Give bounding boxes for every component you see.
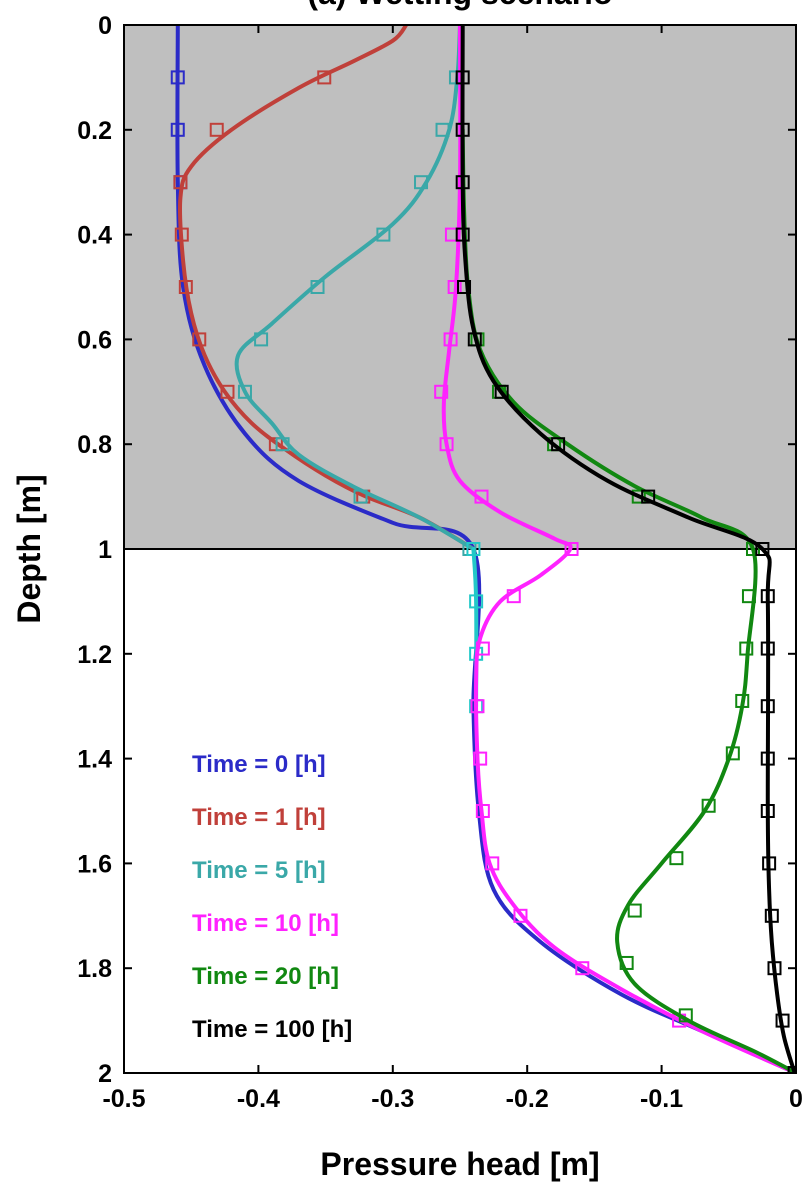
data-marker bbox=[170, 122, 185, 137]
series-line bbox=[178, 25, 476, 551]
data-marker bbox=[631, 489, 646, 504]
data-marker bbox=[678, 1008, 693, 1023]
y-tick-label: 1 bbox=[98, 536, 112, 564]
data-marker bbox=[762, 856, 777, 871]
y-tick-label: 0.6 bbox=[77, 326, 112, 354]
y-tick-label: 0 bbox=[98, 12, 112, 40]
y-tick-label: 2 bbox=[98, 1060, 112, 1088]
data-marker bbox=[470, 699, 485, 714]
data-marker bbox=[435, 122, 450, 137]
chart-title: (a) Wetting scenario bbox=[307, 0, 612, 11]
data-marker bbox=[455, 175, 470, 190]
data-marker bbox=[760, 589, 775, 604]
data-marker bbox=[564, 542, 579, 556]
data-marker bbox=[237, 384, 252, 399]
data-marker bbox=[619, 955, 634, 970]
legend-item: Time = 1 [h] bbox=[192, 804, 326, 831]
data-marker bbox=[725, 746, 740, 761]
data-marker bbox=[494, 384, 509, 399]
data-marker bbox=[469, 594, 484, 609]
data-marker bbox=[447, 280, 462, 294]
y-tick-label: 0.8 bbox=[77, 431, 112, 459]
data-marker bbox=[220, 384, 235, 399]
data-marker bbox=[760, 804, 775, 818]
y-tick-label: 0.2 bbox=[77, 117, 112, 145]
data-marker bbox=[739, 641, 754, 656]
data-marker bbox=[317, 70, 332, 85]
data-marker bbox=[641, 489, 656, 504]
series-layer bbox=[170, 25, 796, 1073]
data-marker bbox=[760, 699, 775, 714]
y-tick-label: 0.4 bbox=[77, 222, 112, 250]
y-tick-label: 1.6 bbox=[77, 850, 112, 878]
data-marker bbox=[455, 122, 470, 137]
data-marker bbox=[575, 961, 590, 976]
legend-item: Time = 5 [h] bbox=[192, 857, 326, 884]
data-marker bbox=[506, 589, 521, 604]
data-marker bbox=[455, 227, 470, 242]
ticks-layer: -0.5 -0.4 -0.3 -0.2 -0.1 0 0 0.2 0.4 0.6 0.8 1 1.2 1.… bbox=[77, 12, 803, 1113]
data-marker bbox=[485, 856, 500, 871]
y-tick-label: 1.8 bbox=[77, 955, 112, 983]
data-marker bbox=[170, 70, 185, 85]
series-line bbox=[460, 25, 796, 1073]
data-marker bbox=[755, 542, 770, 556]
data-marker bbox=[310, 280, 325, 294]
legend: Time = 0 [h] Time = 1 [h] Time = 5 [h] Time… bbox=[192, 751, 352, 1043]
series-4 bbox=[434, 25, 796, 1073]
x-axis-label: Pressure head [m] bbox=[320, 1146, 599, 1182]
data-marker bbox=[551, 437, 566, 452]
data-marker bbox=[376, 227, 391, 242]
legend-item: Time = 0 [h] bbox=[192, 751, 326, 778]
data-marker bbox=[735, 693, 750, 708]
data-marker bbox=[775, 1013, 790, 1028]
legend-item: Time = 20 [h] bbox=[192, 963, 339, 990]
data-marker bbox=[439, 437, 454, 452]
data-marker bbox=[669, 851, 684, 866]
x-tick-label: -0.5 bbox=[102, 1085, 145, 1113]
data-marker bbox=[414, 175, 429, 190]
data-marker bbox=[353, 489, 368, 504]
y-axis-label: Depth [m] bbox=[11, 474, 47, 623]
data-marker bbox=[787, 1066, 796, 1073]
data-marker bbox=[192, 332, 207, 347]
data-marker bbox=[764, 908, 779, 923]
data-marker bbox=[701, 798, 716, 813]
data-marker bbox=[466, 542, 481, 556]
data-marker bbox=[767, 961, 782, 976]
data-marker bbox=[178, 280, 193, 294]
data-marker bbox=[455, 70, 470, 85]
data-marker bbox=[627, 903, 642, 918]
legend-item: Time = 10 [h] bbox=[192, 910, 339, 937]
data-marker bbox=[443, 332, 458, 347]
data-marker bbox=[513, 908, 528, 923]
x-tick-label: -0.1 bbox=[640, 1085, 683, 1113]
data-marker bbox=[275, 437, 290, 452]
data-marker bbox=[254, 332, 269, 347]
data-marker bbox=[444, 227, 459, 242]
x-tick-label: -0.3 bbox=[371, 1085, 414, 1113]
x-tick-label: -0.4 bbox=[237, 1085, 280, 1113]
data-marker bbox=[434, 384, 449, 399]
y-tick-label: 1.4 bbox=[77, 746, 112, 774]
legend-item: Time = 100 [h] bbox=[192, 1016, 352, 1043]
data-marker bbox=[473, 751, 488, 766]
x-tick-label: 0 bbox=[789, 1085, 803, 1113]
data-marker bbox=[457, 280, 472, 294]
y-tick-label: 1.2 bbox=[77, 641, 112, 669]
data-marker bbox=[174, 227, 189, 242]
series-line bbox=[441, 25, 796, 1073]
data-marker bbox=[475, 804, 490, 818]
data-marker bbox=[209, 122, 224, 137]
data-marker bbox=[760, 641, 775, 656]
data-marker bbox=[467, 332, 482, 347]
x-tick-label: -0.2 bbox=[506, 1085, 549, 1113]
data-marker bbox=[741, 589, 756, 604]
data-marker bbox=[474, 489, 489, 504]
data-marker bbox=[760, 751, 775, 766]
data-marker bbox=[173, 175, 188, 190]
data-marker bbox=[475, 641, 490, 656]
series-6 bbox=[455, 25, 796, 1073]
